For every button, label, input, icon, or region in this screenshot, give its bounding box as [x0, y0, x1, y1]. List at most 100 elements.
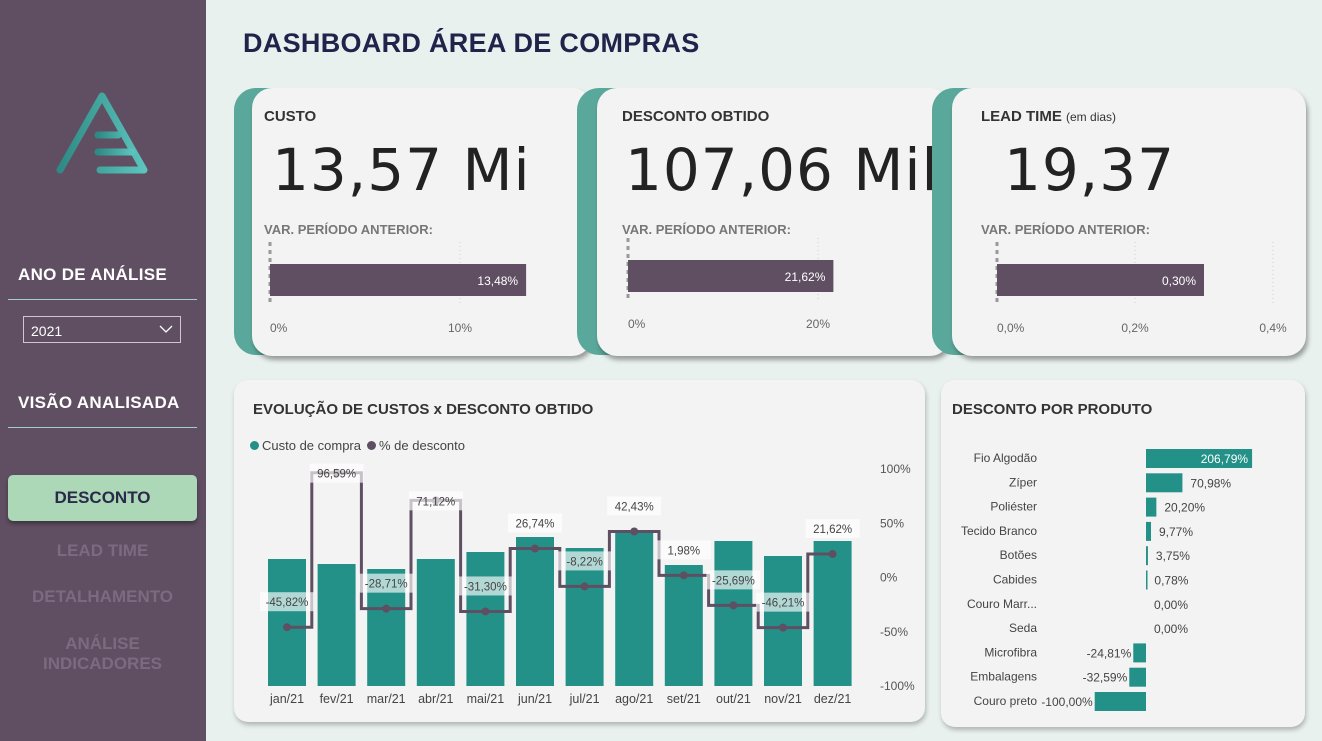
kpi-value: 19,37	[1004, 136, 1176, 204]
logo-icon	[56, 92, 148, 174]
category-label: Embalagens	[970, 670, 1037, 684]
category-label: Couro Marr...	[967, 597, 1037, 611]
cost-bar	[615, 532, 654, 686]
data-label-bg	[805, 519, 860, 539]
nav-detalhamento-button[interactable]: DETALHAMENTO	[31, 587, 174, 606]
data-label: -28,71%	[365, 579, 408, 591]
value-label: 0,00%	[1154, 622, 1188, 636]
kpi-var-label: VAR. PERÍODO ANTERIOR:	[981, 222, 1151, 237]
value-label: 9,77%	[1159, 525, 1193, 539]
cost-bar	[565, 548, 604, 686]
category-label: Fio Algodão	[974, 451, 1038, 465]
kpi-card-lead-time: LEAD TIME (em dias) 19,37 VAR. PERÍODO A…	[952, 88, 1306, 356]
x-axis-label: fev/21	[320, 692, 354, 706]
x-axis-label: jun/21	[517, 692, 552, 706]
cost-bar	[764, 556, 802, 686]
category-label: Couro preto	[974, 694, 1038, 708]
data-label: 26,74%	[515, 518, 554, 530]
view-heading: VISÃO ANALISADA	[18, 393, 180, 412]
year-dropdown[interactable]: 2021	[23, 316, 181, 343]
tick-label: 20%	[806, 317, 830, 331]
product-bar	[1146, 473, 1183, 493]
tick-label: 10%	[448, 321, 472, 335]
variation-bar	[270, 264, 527, 296]
data-label: -25,69%	[712, 575, 755, 587]
value-label: 20,20%	[1164, 501, 1205, 515]
data-label: 96,59%	[317, 469, 356, 481]
category-label: Tecido Branco	[961, 524, 1037, 538]
data-label: 1,98%	[667, 545, 700, 557]
discount-point	[729, 601, 738, 610]
product-chart-panel: DESCONTO POR PRODUTO Fio Algodão 206,79% Z…	[941, 380, 1305, 727]
product-bar	[1146, 546, 1148, 566]
data-label-bg	[408, 491, 463, 511]
value-label: 70,98%	[1190, 476, 1231, 490]
x-axis-label: jan/21	[269, 692, 304, 706]
cost-bar	[317, 564, 356, 686]
cost-bar	[416, 559, 455, 686]
category-label: Zíper	[1009, 475, 1037, 489]
x-axis-label: nov/21	[764, 692, 802, 706]
data-label: 21,62%	[813, 524, 852, 536]
nav-lead-time-button[interactable]: LEAD TIME	[56, 541, 149, 560]
product-bar	[1146, 521, 1152, 541]
tick-label: 0%	[270, 321, 288, 335]
category-label: Cabides	[993, 573, 1037, 587]
chevron-down-icon	[159, 325, 173, 333]
data-label-bg	[359, 573, 414, 593]
y-axis-tick: -100%	[880, 679, 915, 693]
value-label: 206,79%	[1201, 452, 1249, 466]
kpi-var-label: VAR. PERÍODO ANTERIOR:	[622, 222, 792, 237]
value-label: -100,00%	[1041, 695, 1093, 709]
data-label-bg	[607, 496, 662, 516]
product-bar	[1146, 497, 1157, 517]
discount-point	[382, 604, 391, 613]
variation-label: 13,48%	[477, 274, 518, 288]
kpi-label: LEAD TIME	[981, 108, 1062, 125]
chart-title: DESCONTO POR PRODUTO	[952, 401, 1153, 418]
kpi-label: CUSTO	[264, 108, 317, 125]
data-label: -45,82%	[266, 597, 309, 609]
year-value: 2021	[31, 323, 63, 339]
legend-item[interactable]: % de desconto	[367, 438, 465, 453]
data-label-bg	[756, 592, 810, 612]
variation-bar-chart: 0% 10% 13,48%	[268, 242, 527, 335]
tick-label: 0,2%	[1121, 321, 1149, 335]
divider	[8, 427, 197, 428]
data-label: -8,22%	[566, 556, 602, 568]
category-label: Microfibra	[984, 645, 1037, 659]
data-label-bg	[260, 592, 314, 612]
discount-point	[531, 544, 539, 553]
product-bar	[1146, 570, 1148, 590]
discount-point	[679, 571, 688, 580]
nav-analise-indicadores-button[interactable]: ANÁLISE INDICADORES	[42, 634, 162, 673]
kpi-value: 13,57 Mi	[272, 136, 531, 204]
variation-label: 21,62%	[785, 270, 826, 284]
value-label: -24,81%	[1087, 646, 1132, 660]
kpi-var-label: VAR. PERÍODO ANTERIOR:	[264, 222, 434, 237]
data-label-bg	[706, 570, 761, 590]
kpi-card-desconto: DESCONTO OBTIDO 107,06 Mil VAR. PERÍODO …	[597, 88, 950, 356]
year-heading: ANO DE ANÁLISE	[18, 265, 168, 284]
cost-bar	[664, 565, 703, 686]
tick-label: 0,0%	[997, 321, 1025, 335]
data-label-bg	[458, 576, 513, 596]
y-axis-tick: -50%	[880, 625, 908, 639]
nav-desconto-button[interactable]: DESCONTO	[8, 475, 197, 521]
variation-bar	[997, 264, 1204, 296]
data-label-bg	[508, 513, 562, 533]
data-label: -31,30%	[464, 581, 507, 593]
cost-bar	[268, 559, 306, 686]
value-label: 3,75%	[1156, 549, 1190, 563]
legend-item[interactable]: Custo de compra	[250, 438, 361, 453]
value-label: -32,59%	[1083, 671, 1128, 685]
x-axis-label: mai/21	[467, 692, 505, 706]
cost-bar	[516, 537, 554, 686]
x-axis-label: ago/21	[615, 692, 653, 706]
kpi-label: DESCONTO OBTIDO	[622, 108, 770, 125]
x-axis-label: mar/21	[367, 692, 406, 706]
discount-point	[779, 623, 787, 632]
y-axis-tick: 0%	[880, 571, 898, 585]
value-label: 0,78%	[1154, 574, 1188, 588]
product-chart: Fio Algodão 206,79% Zíper 70,98% Poliéster 20…	[961, 449, 1253, 711]
